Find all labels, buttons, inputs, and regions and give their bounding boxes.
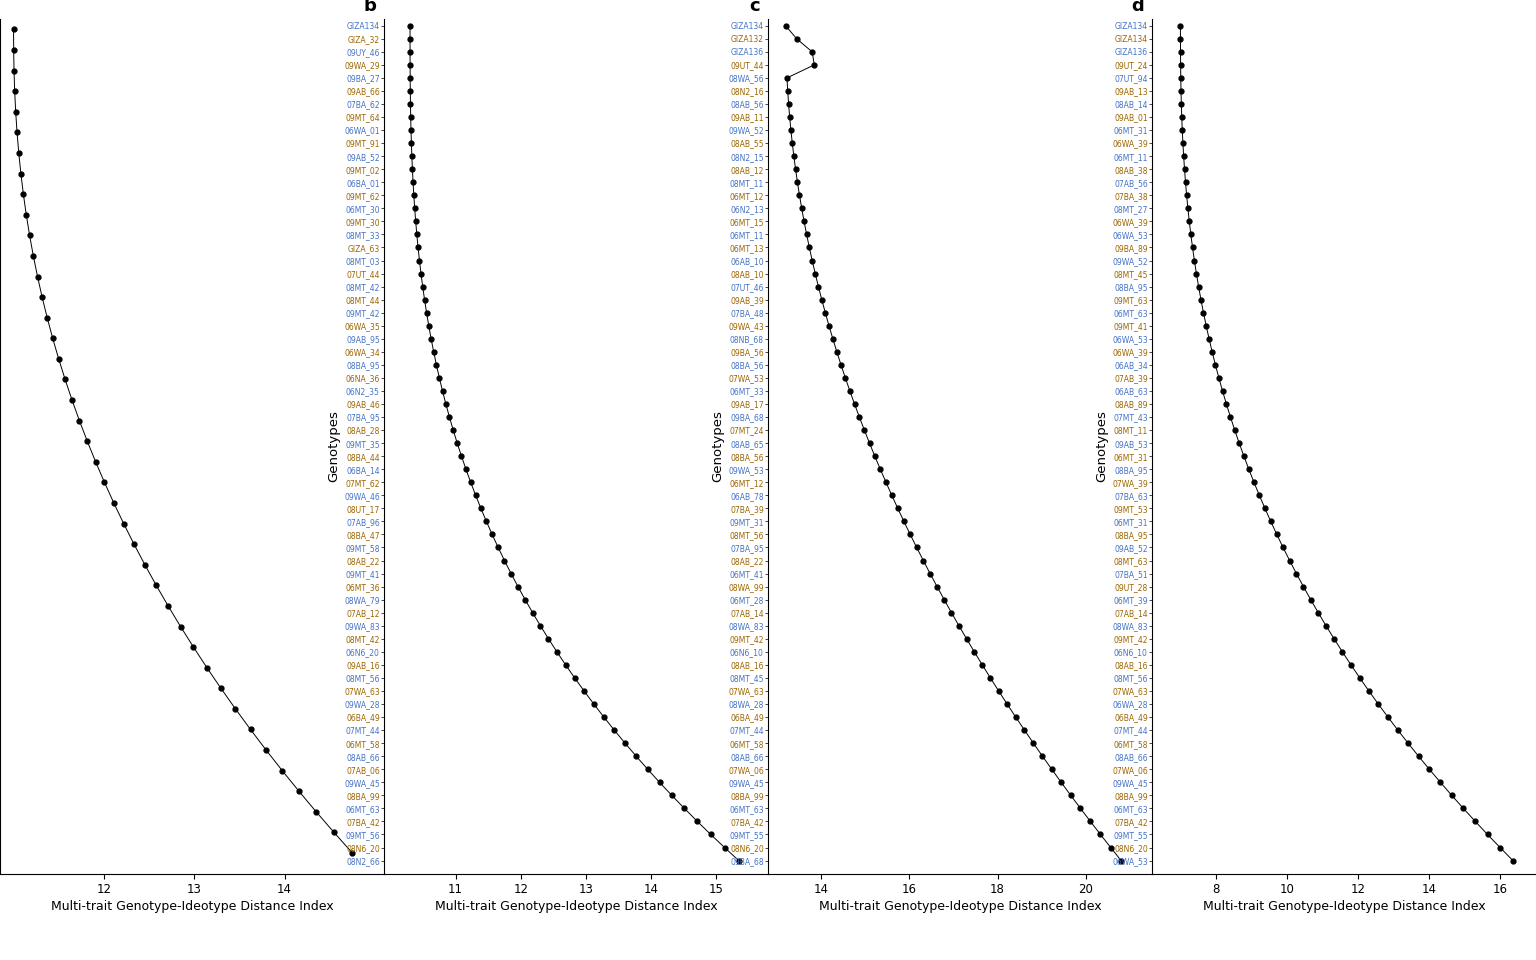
Text: b: b <box>364 0 376 15</box>
Text: d: d <box>1132 0 1144 15</box>
Y-axis label: Genotypes: Genotypes <box>327 411 339 482</box>
Y-axis label: Genotypes: Genotypes <box>1095 411 1107 482</box>
X-axis label: Multi-trait Genotype-Ideotype Distance Index: Multi-trait Genotype-Ideotype Distance I… <box>51 900 333 914</box>
X-axis label: Multi-trait Genotype-Ideotype Distance Index: Multi-trait Genotype-Ideotype Distance I… <box>435 900 717 914</box>
Text: c: c <box>750 0 760 15</box>
Y-axis label: Genotypes: Genotypes <box>711 411 723 482</box>
X-axis label: Multi-trait Genotype-Ideotype Distance Index: Multi-trait Genotype-Ideotype Distance I… <box>819 900 1101 914</box>
X-axis label: Multi-trait Genotype-Ideotype Distance Index: Multi-trait Genotype-Ideotype Distance I… <box>1203 900 1485 914</box>
